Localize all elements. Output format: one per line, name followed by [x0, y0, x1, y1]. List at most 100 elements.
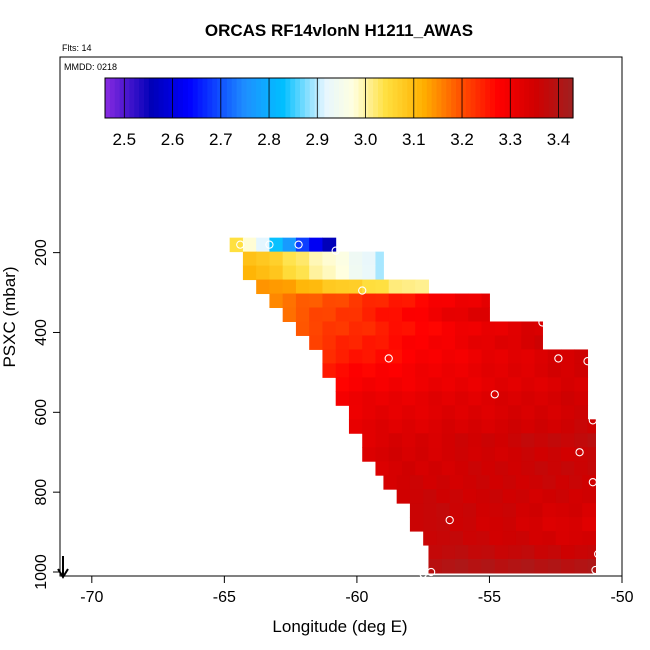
sample-point — [384, 354, 393, 363]
heatmap-cell — [489, 517, 504, 532]
heatmap-cell — [481, 419, 496, 434]
flights-label: Flts: 14 — [62, 43, 92, 53]
heatmap-cell — [587, 433, 596, 448]
heatmap-cell — [521, 419, 536, 434]
colorbar-segment — [207, 78, 213, 118]
heatmap-cell — [441, 363, 456, 378]
heatmap-cell — [282, 251, 297, 267]
heatmap-cell — [582, 517, 596, 532]
heatmap-cell — [521, 391, 536, 406]
heatmap-cell — [441, 349, 456, 364]
heatmap-cell — [502, 503, 517, 518]
colorbar-segment — [139, 78, 145, 118]
heatmap-cell — [441, 447, 456, 462]
heatmap-cell — [542, 503, 557, 518]
colorbar-segment — [236, 78, 243, 118]
heatmap-cell — [587, 447, 596, 462]
colorbar-segment — [378, 78, 384, 118]
heatmap-cell — [508, 405, 522, 420]
heatmap-cell — [362, 419, 376, 434]
sample-point — [575, 448, 584, 457]
down-arrow-icon — [57, 556, 69, 579]
colorbar-segment — [187, 78, 194, 118]
colorbar-segment — [197, 78, 204, 118]
heatmap-cell — [468, 545, 482, 560]
heatmap-cell — [348, 265, 363, 281]
heatmap-cell — [256, 279, 270, 295]
heatmap-cell — [561, 433, 575, 448]
colorbar-segment — [256, 78, 262, 118]
heatmap-cell — [362, 307, 376, 322]
heatmap-cell — [468, 391, 482, 406]
heatmap-cell — [481, 433, 496, 448]
heatmap-cell — [547, 433, 562, 448]
heatmap-cell — [441, 419, 456, 434]
heatmap-cell — [547, 405, 562, 420]
heatmap-cell — [256, 251, 270, 267]
heatmap-cell — [335, 307, 350, 322]
heatmap-cell — [521, 335, 536, 350]
heatmap-cell — [415, 405, 429, 420]
colorbar-segment — [509, 78, 516, 118]
heatmap-cell — [515, 475, 530, 490]
sample-point — [265, 240, 274, 249]
sample-point — [331, 246, 340, 255]
heatmap-cell — [521, 363, 536, 378]
heatmap-cell — [489, 475, 504, 490]
y-tick-label: 400 — [33, 319, 50, 346]
heatmap-cell — [489, 489, 504, 504]
heatmap-cell — [568, 531, 583, 546]
heatmap-cell — [322, 237, 337, 253]
heatmap-cell — [348, 377, 363, 392]
heatmap-cell — [508, 419, 522, 434]
colorbar-segment — [275, 78, 282, 118]
colorbar-segment — [173, 78, 179, 118]
colorbar-segment — [480, 78, 486, 118]
heatmap-cell — [462, 475, 477, 490]
heatmap-cell — [561, 419, 575, 434]
heatmap-cell — [282, 237, 297, 253]
colorbar-segment — [119, 78, 126, 118]
heatmap-cell — [481, 391, 496, 406]
colorbar-segment — [358, 78, 364, 118]
heatmap-cell — [508, 335, 522, 350]
heatmap-cell — [423, 531, 437, 546]
heatmap-cell — [401, 279, 416, 295]
heatmap-cell — [454, 321, 469, 336]
heatmap-cell — [521, 321, 536, 336]
heatmap-cell — [441, 545, 456, 560]
heatmap-cell — [428, 461, 443, 476]
heatmap-cell — [468, 349, 482, 364]
colorbar-segment — [300, 78, 306, 118]
heatmap-cell — [454, 377, 469, 392]
plot-frame — [59, 56, 623, 577]
heatmap-cell — [568, 489, 583, 504]
heatmap-cell — [508, 377, 522, 392]
heatmap-cell — [502, 489, 517, 504]
sample-point — [358, 286, 367, 295]
colorbar-tick-label: 3.3 — [498, 130, 522, 149]
heatmap-cell — [462, 531, 477, 546]
heatmap-cell — [401, 391, 416, 406]
heatmap-cell — [269, 265, 284, 281]
heatmap-cell — [436, 517, 451, 532]
heatmap-cell — [521, 377, 536, 392]
heatmap-cell — [454, 335, 469, 350]
colorbar-segment — [124, 78, 130, 118]
colorbar-segment — [426, 78, 433, 118]
heatmap-cell — [508, 363, 522, 378]
heatmap-cell — [534, 545, 549, 560]
heatmap-cell — [348, 293, 363, 309]
colorbar-segment — [353, 78, 360, 118]
heatmap-cell — [508, 321, 522, 336]
heatmap-cell — [476, 475, 490, 490]
heatmap-cell — [481, 405, 496, 420]
heatmap-cell — [574, 433, 589, 448]
heatmap-cell — [282, 279, 297, 295]
heatmap-cell — [568, 503, 583, 518]
heatmap-cell — [309, 321, 323, 336]
heatmap-cell — [468, 419, 482, 434]
heatmap-cell — [521, 433, 536, 448]
colorbar-segment — [465, 78, 472, 118]
colorbar-segment — [285, 78, 291, 118]
